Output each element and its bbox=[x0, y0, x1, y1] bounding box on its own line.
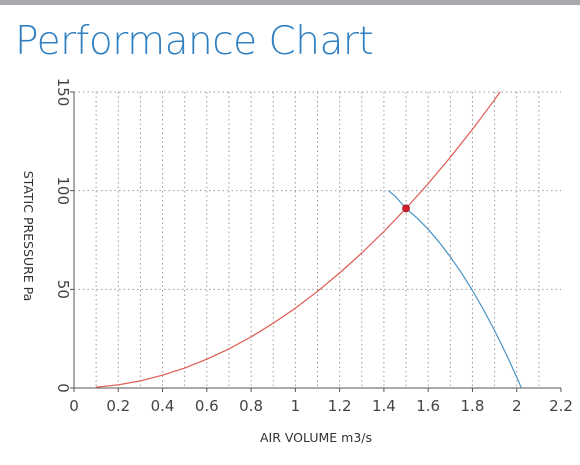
x-tick-label: 2.2 bbox=[549, 397, 573, 415]
x-tick-label: 0 bbox=[69, 397, 79, 415]
x-tick-label: 1.4 bbox=[372, 397, 396, 415]
y-tick-label: 50 bbox=[54, 280, 72, 299]
x-tick-label: 1.8 bbox=[461, 397, 485, 415]
y-tick-label: 0 bbox=[54, 383, 72, 393]
x-axis-label: AIR VOLUME m3/s bbox=[260, 430, 372, 445]
system-curve-line bbox=[96, 92, 501, 388]
operating-points bbox=[402, 204, 410, 213]
axes bbox=[70, 91, 562, 392]
x-tick-label: 0.2 bbox=[106, 397, 130, 415]
x-tick-label: 1 bbox=[291, 397, 301, 415]
fan-curve-line bbox=[387, 190, 523, 388]
operating-point-marker bbox=[402, 204, 410, 213]
grid-lines bbox=[74, 91, 561, 388]
y-axis-label: STATIC PRESSURE Pa bbox=[21, 171, 36, 302]
y-tick-label: 150 bbox=[54, 78, 72, 107]
x-tick-label: 1.2 bbox=[328, 397, 352, 415]
x-tick-label: 0.8 bbox=[239, 397, 263, 415]
x-tick-label: 1.6 bbox=[416, 397, 440, 415]
tick-labels: 0 0.2 0.4 0.6 0.8 1 1.2 1.4 1.6 1.8 2 2.2 0 50 100 150 bbox=[54, 78, 573, 415]
page-title: Performance Chart bbox=[15, 19, 374, 64]
x-tick-label: 0.4 bbox=[151, 397, 175, 415]
series-lines bbox=[96, 92, 523, 388]
header-rule bbox=[0, 0, 580, 5]
x-tick-label: 2 bbox=[512, 397, 522, 415]
y-tick-label: 100 bbox=[54, 176, 72, 205]
x-tick-label: 0.6 bbox=[195, 397, 219, 415]
